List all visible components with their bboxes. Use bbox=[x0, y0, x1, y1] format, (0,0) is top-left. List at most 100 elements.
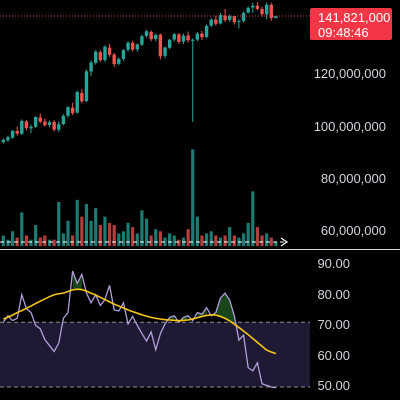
volume-bar bbox=[223, 235, 227, 246]
volume-bar bbox=[94, 208, 98, 246]
rsi-axis[interactable]: 90.00 80.00 70.00 60.00 50.00 bbox=[317, 256, 350, 393]
rsi-axis-tick: 50.00 bbox=[317, 378, 350, 393]
volume-bar bbox=[98, 225, 102, 246]
candle-body bbox=[98, 52, 103, 61]
price-badge-countdown: 09:48:46 bbox=[318, 25, 369, 40]
candle-body bbox=[209, 19, 213, 26]
volume-bar bbox=[269, 237, 273, 246]
volume-bar bbox=[52, 239, 56, 246]
candle-body bbox=[121, 50, 126, 59]
candle-body bbox=[130, 42, 135, 50]
volume-bar bbox=[163, 237, 167, 246]
volume-bar bbox=[47, 239, 52, 246]
volume-bar bbox=[1, 235, 5, 246]
volume-bar bbox=[107, 222, 112, 246]
volume-bar bbox=[117, 233, 121, 246]
volume-bar bbox=[255, 227, 260, 246]
candle-body bbox=[163, 47, 167, 56]
volume-bar bbox=[154, 229, 158, 246]
candle-body bbox=[103, 46, 107, 60]
rsi-pane bbox=[0, 270, 310, 389]
rsi-band-background bbox=[0, 322, 310, 388]
rsi-axis-tick: 60.00 bbox=[317, 348, 350, 363]
volume-bar bbox=[214, 235, 218, 246]
volume-bar bbox=[195, 216, 199, 246]
candle-body bbox=[94, 51, 98, 63]
volume-bar bbox=[131, 227, 135, 246]
candle-body bbox=[24, 121, 29, 129]
volume-bar bbox=[135, 233, 139, 246]
price-axis-tick: 80,000,000 bbox=[321, 171, 386, 186]
volume-bar bbox=[103, 216, 107, 246]
volume-bar bbox=[191, 149, 195, 246]
rsi-axis-tick: 90.00 bbox=[317, 256, 350, 271]
volume-bar bbox=[177, 239, 181, 246]
volume-bar bbox=[204, 233, 209, 246]
volume-bars bbox=[1, 149, 278, 246]
volume-bar bbox=[158, 231, 162, 246]
volume-bar bbox=[251, 191, 255, 246]
volume-bar bbox=[20, 212, 24, 246]
candle-body bbox=[135, 44, 139, 50]
candle-body bbox=[191, 39, 195, 41]
candle-body bbox=[33, 117, 38, 127]
price-axis[interactable]: 120,000,000 100,000,000 80,000,000 60,00… bbox=[314, 66, 386, 238]
volume-bar bbox=[80, 216, 84, 246]
volume-bar bbox=[112, 225, 116, 246]
candle-body bbox=[181, 35, 186, 42]
volume-bar bbox=[84, 204, 89, 246]
candle-body bbox=[227, 16, 232, 20]
candle-body bbox=[20, 120, 24, 134]
candle-body bbox=[200, 33, 204, 38]
candle-body bbox=[89, 62, 93, 72]
candle-body bbox=[140, 36, 144, 45]
volume-bar bbox=[34, 225, 38, 246]
candle-body bbox=[167, 39, 172, 48]
volume-bar bbox=[29, 239, 33, 246]
candle-body bbox=[66, 107, 70, 116]
volume-bar bbox=[274, 241, 278, 246]
candles bbox=[1, 2, 278, 144]
volume-bar bbox=[71, 235, 75, 246]
volume-bar bbox=[228, 227, 232, 246]
volume-bar bbox=[168, 233, 172, 246]
candle-body bbox=[47, 122, 52, 126]
candle-body bbox=[6, 137, 10, 141]
candle-body bbox=[241, 12, 246, 21]
candle-body bbox=[269, 4, 273, 19]
candle-body bbox=[251, 5, 255, 8]
candle-body bbox=[1, 139, 6, 143]
volume-bar bbox=[24, 235, 29, 246]
candle-body bbox=[57, 124, 61, 130]
candle-body bbox=[80, 93, 84, 102]
candle-body bbox=[43, 121, 47, 126]
candle-body bbox=[264, 4, 269, 15]
candle-body bbox=[223, 15, 227, 21]
candle-body bbox=[186, 35, 190, 41]
rsi-axis-tick: 80.00 bbox=[317, 287, 350, 302]
volume-bar bbox=[140, 210, 144, 246]
rsi-axis-tick: 70.00 bbox=[317, 317, 350, 332]
price-badge-background bbox=[310, 8, 392, 40]
price-badge[interactable]: 141,821,000 09:48:46 bbox=[310, 8, 392, 40]
volume-bar bbox=[89, 220, 93, 246]
candle-body bbox=[84, 71, 89, 102]
candle-body bbox=[112, 54, 116, 65]
volume-bar bbox=[126, 222, 130, 246]
candle-body bbox=[154, 34, 158, 40]
volume-bar bbox=[43, 235, 47, 246]
volume-bar bbox=[75, 199, 79, 246]
candle-body bbox=[70, 107, 75, 114]
volume-bar bbox=[200, 235, 204, 246]
rsi-moving-average-line bbox=[3, 288, 277, 355]
candle-body bbox=[204, 25, 209, 37]
candle-body bbox=[126, 42, 130, 50]
volume-bar bbox=[241, 233, 246, 246]
candle-body bbox=[218, 14, 223, 24]
volume-bar bbox=[209, 231, 213, 246]
candle-body bbox=[274, 16, 278, 19]
candle-body bbox=[38, 117, 42, 122]
volume-bar bbox=[144, 218, 149, 246]
candle-body bbox=[158, 34, 163, 57]
